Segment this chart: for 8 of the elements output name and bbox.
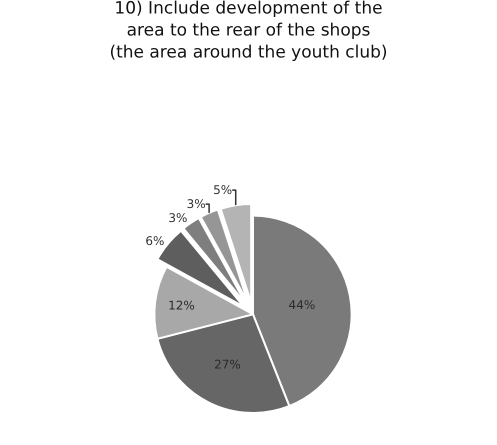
data-label: 27% xyxy=(214,358,241,372)
data-label: 5% xyxy=(213,183,232,198)
chart-title: 10) Include development of the area to the rear of the shops (the area around the youth club) xyxy=(109,0,388,63)
data-label: 3% xyxy=(186,197,206,212)
data-label: 44% xyxy=(288,298,316,312)
data-label: 6% xyxy=(145,234,164,248)
data-label: 3% xyxy=(168,211,188,226)
data-label: 12% xyxy=(168,298,195,312)
